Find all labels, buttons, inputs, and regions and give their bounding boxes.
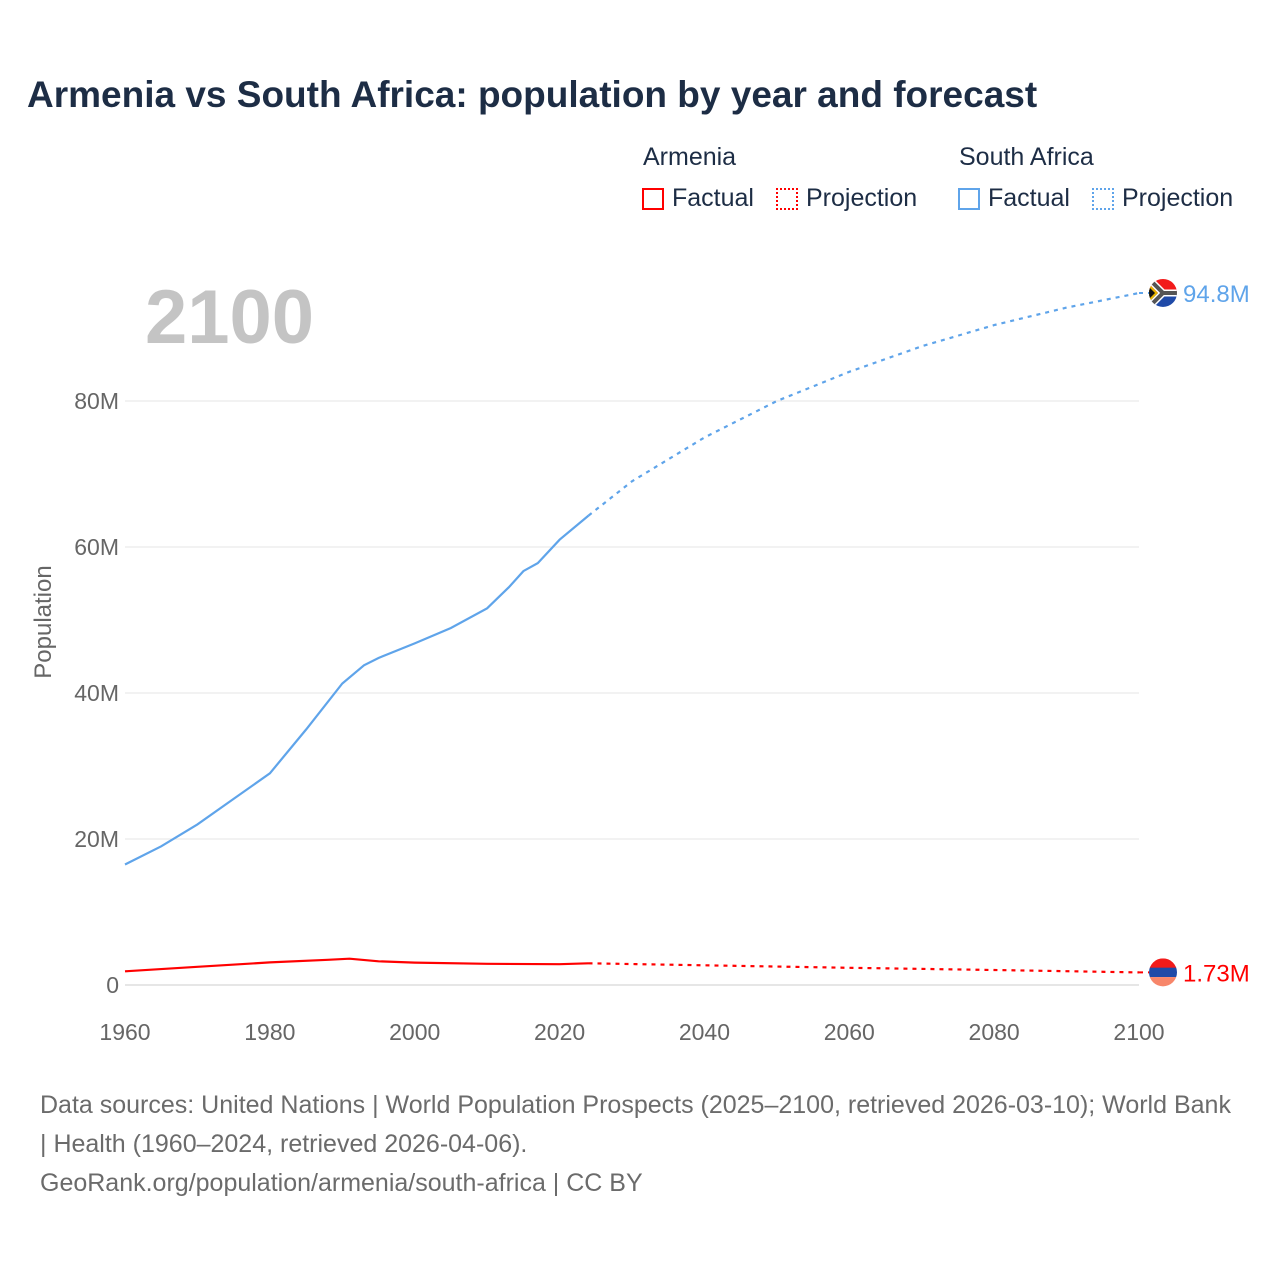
y-axis-label: Population [30,565,57,678]
armenia-projection-line [588,962,1140,974]
flag [1149,278,1177,307]
stripe [1149,967,1177,978]
armenia-factual-line [124,957,589,973]
y-tick-label: 40M [74,680,119,706]
legend-armenia-heading: Armenia [643,143,737,171]
footer: Data sources: United Nations | World Pop… [40,1086,1240,1203]
legend-swatch [1092,187,1114,210]
legend-armenia-factual[interactable]: Factual [642,184,754,213]
legend-south-africa-factual[interactable]: Factual [958,184,1070,213]
x-tick-label: 2020 [534,1019,585,1045]
south-africa-end-label: 94.8M [1183,281,1250,308]
legend-south-africa-heading: South Africa [959,143,1094,171]
year-watermark: 2100 [145,275,314,360]
armenia-end-label: 1.73M [1183,960,1250,987]
flag [1149,958,1177,987]
stripe [1149,958,1177,969]
y-tick-label: 0 [106,972,119,998]
x-tick-label: 2000 [389,1019,440,1045]
x-tick-label: 2040 [679,1019,730,1045]
x-tick-label: 1980 [244,1019,295,1045]
chart-title: Armenia vs South Africa: population by y… [27,74,1038,115]
south-africa-flag-icon [1149,278,1177,307]
legend-south-africa-projection[interactable]: Projection [1092,184,1233,213]
triangle [1149,286,1155,299]
y-tick-label: 20M [74,826,119,852]
legend-armenia-projection[interactable]: Projection [776,184,917,213]
source-link[interactable]: GeoRank.org/population/armenia/south-afr… [40,1169,643,1197]
x-tick-label: 2060 [824,1019,875,1045]
south-africa-factual-line [124,514,590,866]
y-tick-label: 60M [74,534,119,560]
x-tick-label: 1960 [99,1019,150,1045]
x-tick-label: 2100 [1113,1019,1164,1045]
legend-swatch [958,187,980,210]
stripe [1149,977,1177,987]
legend-label: Factual [988,184,1070,212]
legend-label: Projection [806,184,918,212]
legend-label: Factual [672,184,754,212]
legend-label: Projection [1122,184,1234,212]
y-tick-label: 80M [74,388,119,414]
legend-swatch [776,187,798,210]
x-tick-label: 2080 [969,1019,1020,1045]
data-sources: Data sources: United Nations | World Pop… [40,1091,1231,1158]
legend-swatch [642,187,664,210]
south-africa-projection-line [587,291,1140,517]
armenia-flag-icon [1149,958,1177,987]
